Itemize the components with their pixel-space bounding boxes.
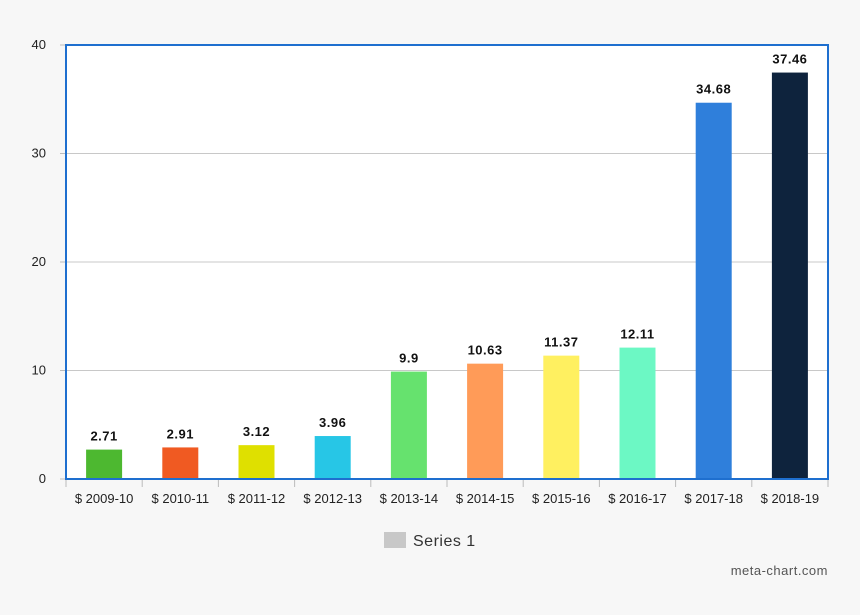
bar: [543, 355, 580, 479]
data-label: 34.68: [696, 82, 731, 97]
y-axis-ticks: 0 10 20 30 40: [32, 37, 66, 486]
bar: [86, 449, 123, 479]
legend: Series 1: [384, 532, 476, 550]
data-label: 9.9: [399, 351, 419, 366]
legend-swatch: [384, 532, 406, 548]
x-tick-label: $ 2014-15: [456, 491, 515, 506]
data-label: 2.91: [167, 426, 194, 441]
x-tick-label: $ 2015-16: [532, 491, 591, 506]
y-tick-label: 10: [32, 363, 46, 378]
x-tick-label: $ 2011-12: [228, 491, 286, 506]
x-tick-label: $ 2009-10: [75, 491, 134, 506]
data-label: 3.12: [243, 424, 270, 439]
data-label: 2.71: [90, 429, 117, 444]
data-label: 10.63: [468, 343, 503, 358]
x-axis-ticks: $ 2009-10 $ 2010-11 $ 2011-12 $ 2012-13 $ 20…: [65, 479, 829, 506]
bar: [695, 102, 732, 480]
y-tick-label: 40: [32, 37, 46, 52]
data-label: 11.37: [544, 335, 578, 350]
bars: [86, 72, 808, 480]
bar: [238, 445, 275, 479]
x-tick-label: $ 2013-14: [380, 491, 439, 506]
bar: [619, 347, 656, 479]
data-label: 3.96: [319, 415, 346, 430]
data-labels: 2.71 2.91 3.12 3.96 9.9 10.63 11.37 12.11 34.68 3…: [90, 52, 807, 444]
y-tick-label: 20: [32, 254, 46, 269]
x-tick-label: $ 2010-11: [152, 491, 210, 506]
x-tick-label: $ 2016-17: [608, 491, 667, 506]
legend-series-label: Series 1: [413, 533, 476, 550]
bar: [771, 72, 808, 480]
x-tick-label: $ 2017-18: [684, 491, 743, 506]
x-tick-label: $ 2012-13: [303, 491, 362, 506]
bar: [467, 363, 504, 479]
bar: [162, 447, 199, 479]
y-tick-label: 30: [32, 146, 46, 161]
credit-text: meta-chart.com: [731, 563, 828, 578]
bar: [390, 371, 427, 479]
y-tick-label: 0: [39, 471, 46, 486]
data-label: 12.11: [620, 327, 654, 342]
bar: [314, 436, 351, 479]
plot-frame: [65, 44, 829, 480]
x-tick-label: $ 2018-19: [761, 491, 820, 506]
data-label: 37.46: [772, 52, 807, 67]
